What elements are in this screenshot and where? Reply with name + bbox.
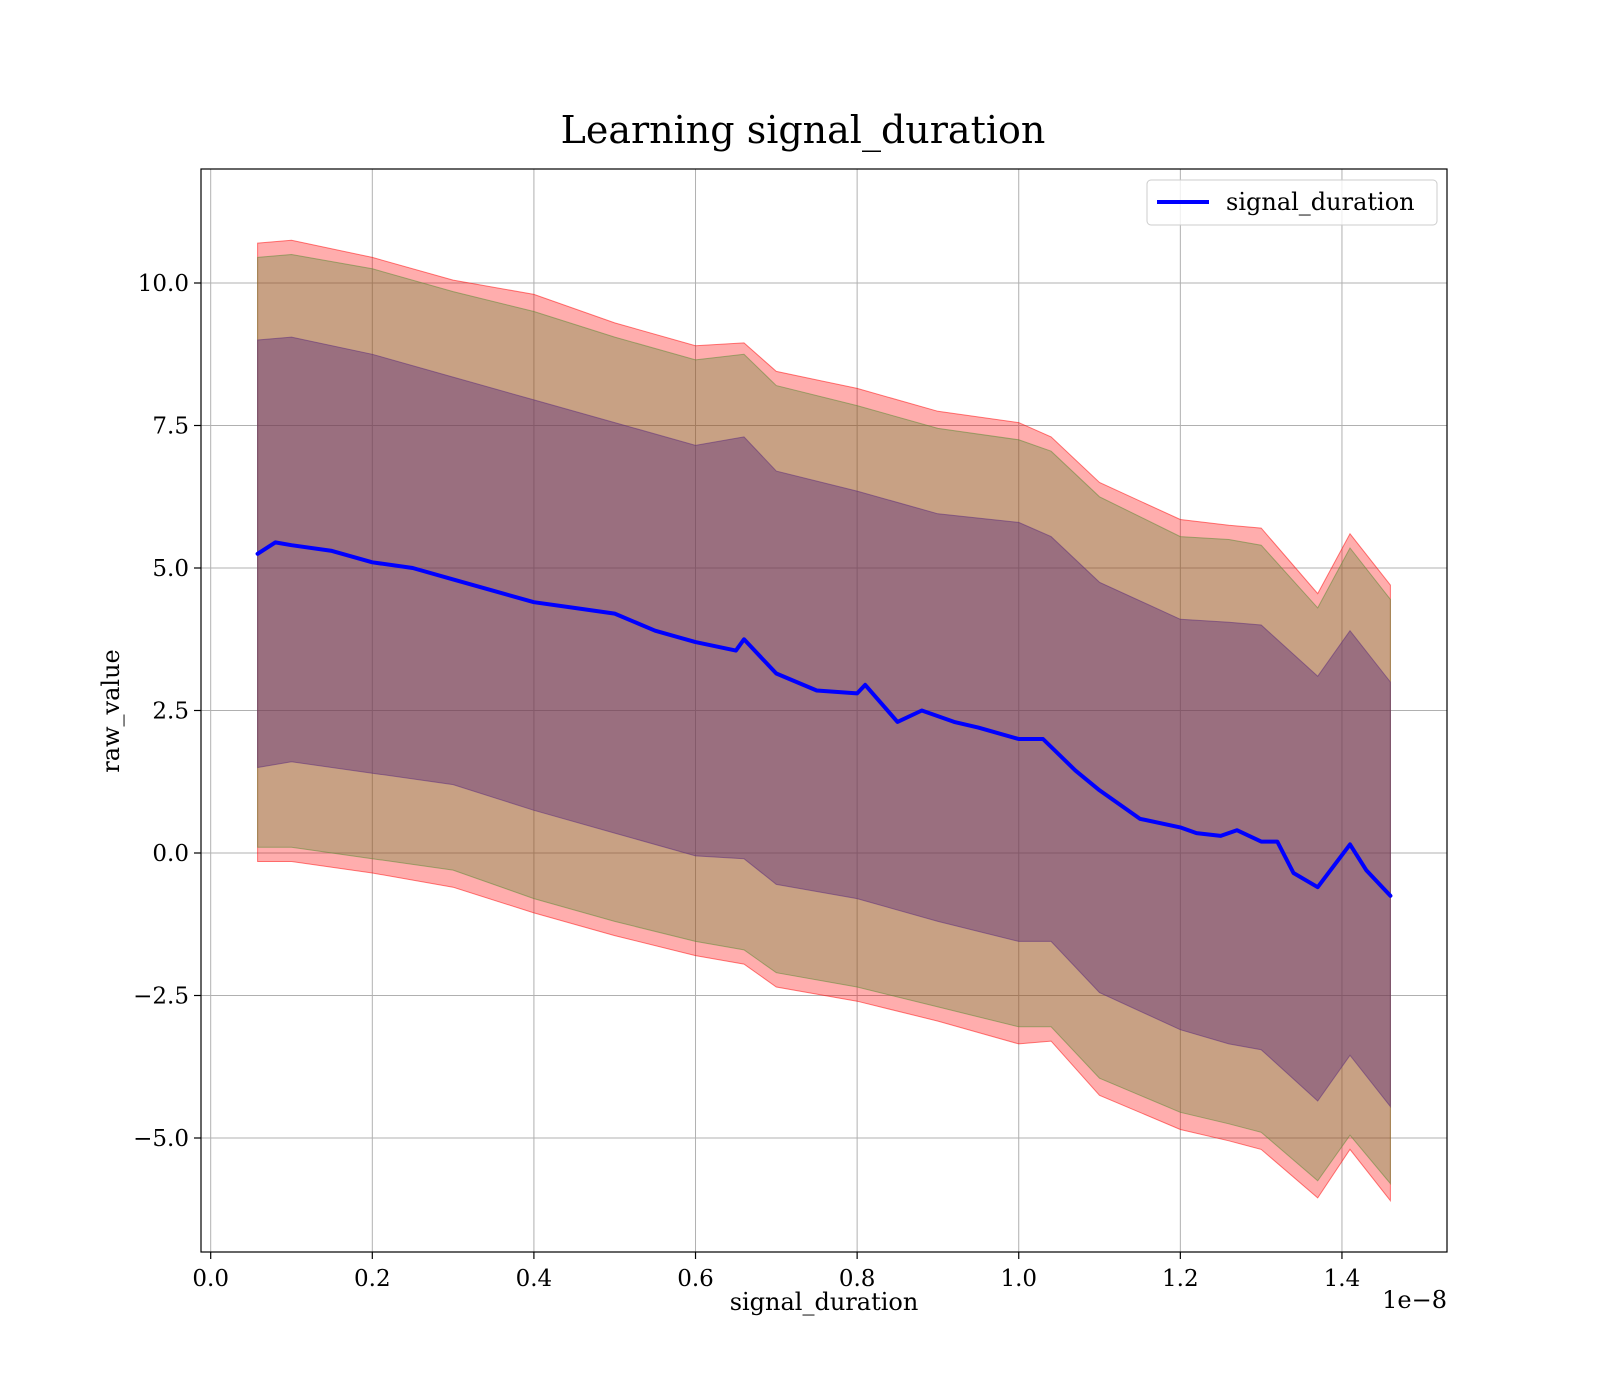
x-tick-label: 1.4 [1324, 1266, 1361, 1292]
x-tick-label: 0.4 [516, 1266, 553, 1292]
legend-box [1146, 179, 1438, 226]
y-tick-label: 5.0 [152, 556, 189, 582]
error-bands [257, 239, 1391, 1203]
y-tick-label: −2.5 [133, 984, 189, 1010]
x-axis-offset-text: 1e−8 [1382, 1286, 1447, 1314]
legend-label: signal_duration [1226, 188, 1415, 216]
series-line [255, 540, 1393, 898]
legend: signal_duration [1146, 179, 1438, 226]
x-tick-label: 1.0 [1000, 1266, 1037, 1292]
x-tick-label: 0.0 [192, 1266, 229, 1292]
y-tick-label: 0.0 [152, 841, 189, 867]
y-axis-label: raw_value [97, 649, 125, 773]
y-tick-label: −5.0 [133, 1126, 189, 1152]
x-axis-ticks: 0.0 0.2 0.4 0.6 0.8 1.0 1.2 1.4 [192, 1252, 1360, 1292]
y-tick-label: 10.0 [138, 271, 189, 297]
y-tick-label: 7.5 [152, 414, 189, 440]
x-tick-label: 0.2 [354, 1266, 391, 1292]
error-band [257, 253, 1391, 1185]
error-band [257, 336, 1391, 1109]
x-tick-label: 1.2 [1162, 1266, 1199, 1292]
error-band [257, 239, 1391, 1203]
y-axis-ticks: −5.0 −2.5 0.0 2.5 5.0 7.5 10.0 [133, 271, 201, 1152]
x-axis-label: signal_duration [730, 1288, 919, 1316]
x-tick-label: 0.6 [677, 1266, 714, 1292]
chart-title: Learning signal_duration [561, 108, 1046, 153]
series-lines [255, 540, 1393, 898]
x-tick-label: 0.8 [839, 1266, 876, 1292]
y-tick-label: 2.5 [152, 699, 189, 725]
